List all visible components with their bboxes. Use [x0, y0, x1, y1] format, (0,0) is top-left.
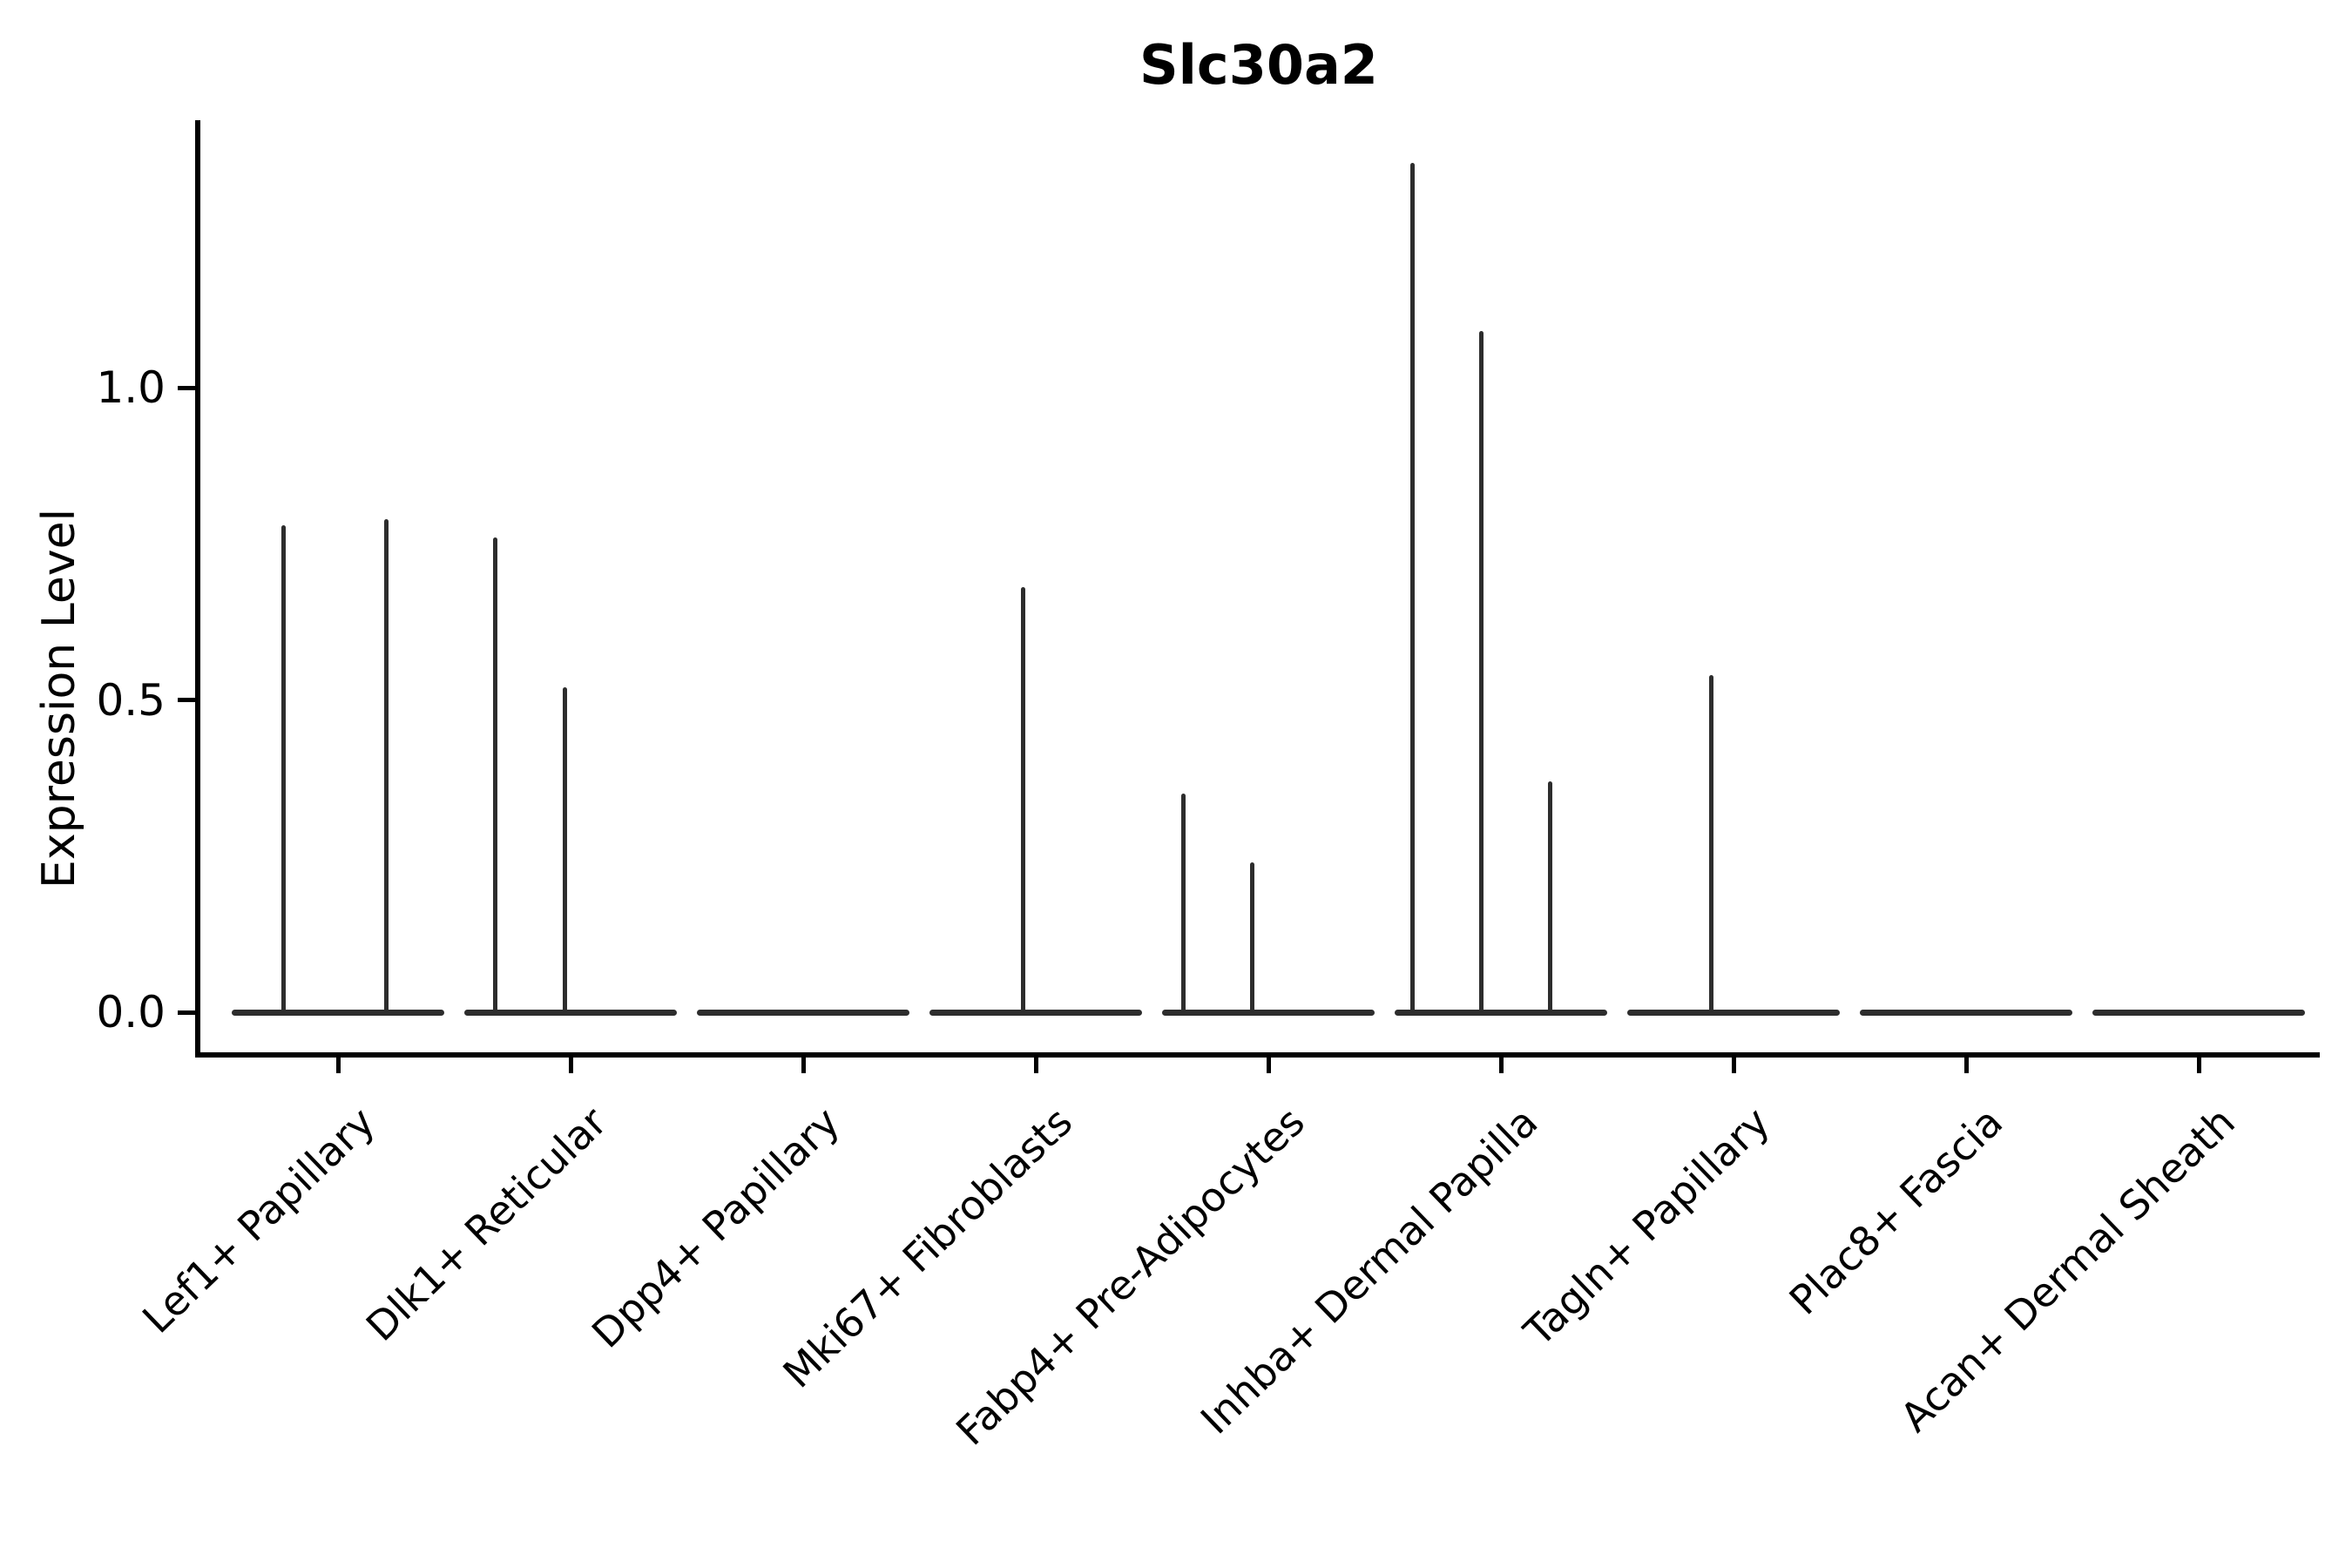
- y-tick-label: 0.0: [96, 987, 166, 1037]
- y-tick-label: 1.0: [96, 362, 166, 413]
- x-tick: [335, 1058, 341, 1073]
- violin-spike: [1249, 862, 1254, 1015]
- x-tick-label: Lef1+ Papillary: [132, 1098, 384, 1342]
- x-tick: [1266, 1058, 1271, 1073]
- violin-spike: [1547, 781, 1552, 1015]
- x-tick: [1033, 1058, 1038, 1073]
- violin-spike: [492, 537, 497, 1015]
- violin-spike: [1708, 674, 1713, 1015]
- y-tick: [178, 698, 195, 702]
- x-tick: [1731, 1058, 1736, 1073]
- x-tick: [801, 1058, 806, 1073]
- x-tick-label: Dpp4+ Papillary: [583, 1098, 849, 1357]
- violin-body: [1860, 1009, 2072, 1016]
- y-tick: [178, 385, 195, 390]
- violin-body: [697, 1009, 909, 1016]
- violin-spike: [280, 524, 286, 1015]
- violin-spike: [1409, 162, 1415, 1015]
- x-tick: [1963, 1058, 1969, 1073]
- y-tick: [178, 1010, 195, 1015]
- violin-spike: [562, 687, 567, 1015]
- x-tick: [568, 1058, 573, 1073]
- x-axis-spine: [195, 1052, 2320, 1058]
- violin-body: [929, 1009, 1142, 1016]
- x-tick-label: Tagln+ Papillary: [1515, 1098, 1780, 1355]
- violin-body: [1395, 1009, 1607, 1016]
- violin-body: [464, 1009, 677, 1016]
- x-tick-label: Plac8+ Fascia: [1780, 1098, 2012, 1324]
- violin-body: [2092, 1009, 2305, 1016]
- violin-spike: [1180, 794, 1186, 1015]
- violin-spike: [1478, 331, 1484, 1015]
- violin-body: [1627, 1009, 1840, 1016]
- chart-title: Slc30a2: [1139, 33, 1378, 97]
- violin-body: [232, 1009, 444, 1016]
- x-tick: [1498, 1058, 1504, 1073]
- x-tick: [2196, 1058, 2201, 1073]
- y-tick-label: 0.5: [96, 674, 166, 726]
- x-tick-label: Dlk1+ Reticular: [357, 1098, 617, 1350]
- violin-spike: [1020, 587, 1025, 1015]
- violin-body: [1162, 1009, 1375, 1016]
- y-axis-spine: [195, 120, 200, 1058]
- violin-spike: [383, 518, 389, 1015]
